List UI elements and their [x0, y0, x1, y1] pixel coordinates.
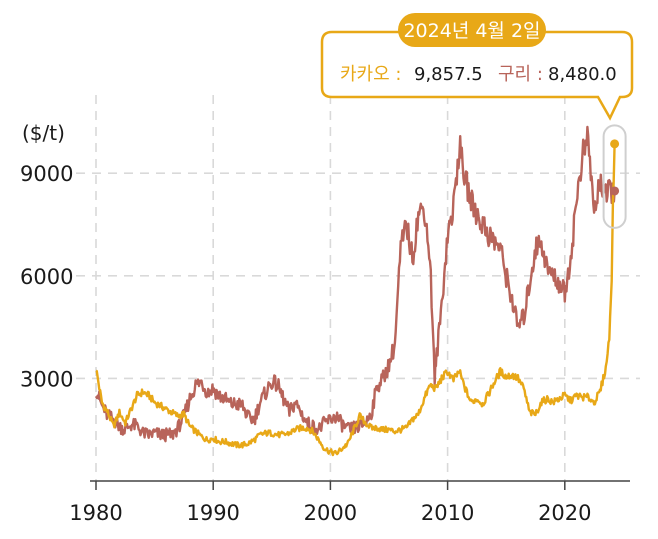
x-tick-label-2010: 2010: [421, 501, 474, 525]
x-tick-label-2000: 2000: [304, 501, 357, 525]
series-line-copper: [94, 125, 616, 443]
y-axis-unit-label: ($/t): [22, 121, 65, 145]
tooltip-cacao-label: 카카오 :: [340, 64, 401, 85]
series-line-cacao: [95, 143, 616, 457]
tooltip-date-pill: [398, 13, 546, 47]
y-tick-label-6000: 6000: [20, 265, 73, 289]
marker-copper: [610, 186, 620, 196]
y-tick-label-3000: 3000: [20, 367, 73, 391]
series-layer: [94, 125, 616, 457]
tooltip-cacao-value: 9,857.5: [414, 64, 483, 85]
tooltip-copper-label: 구리 :: [498, 64, 543, 85]
hover-highlight: [602, 124, 627, 229]
marker-cacao: [610, 139, 620, 149]
x-tick-label-1980: 1980: [69, 501, 122, 525]
tooltip: 2024년 4월 2일 카카오 : 9,857.5 구리 : 8,480.0: [320, 13, 634, 121]
tooltip-date: 2024년 4월 2일: [403, 20, 540, 42]
tooltip-copper-value: 8,480.0: [548, 64, 617, 85]
x-axis: 1980 1990 2000 2010 2020: [69, 480, 630, 525]
y-tick-label-9000: 9000: [20, 162, 73, 186]
x-tick-label-2020: 2020: [538, 501, 591, 525]
tooltip-box: [320, 30, 634, 121]
tooltip-markers: [602, 124, 627, 229]
x-tick-label-1990: 1990: [186, 501, 239, 525]
